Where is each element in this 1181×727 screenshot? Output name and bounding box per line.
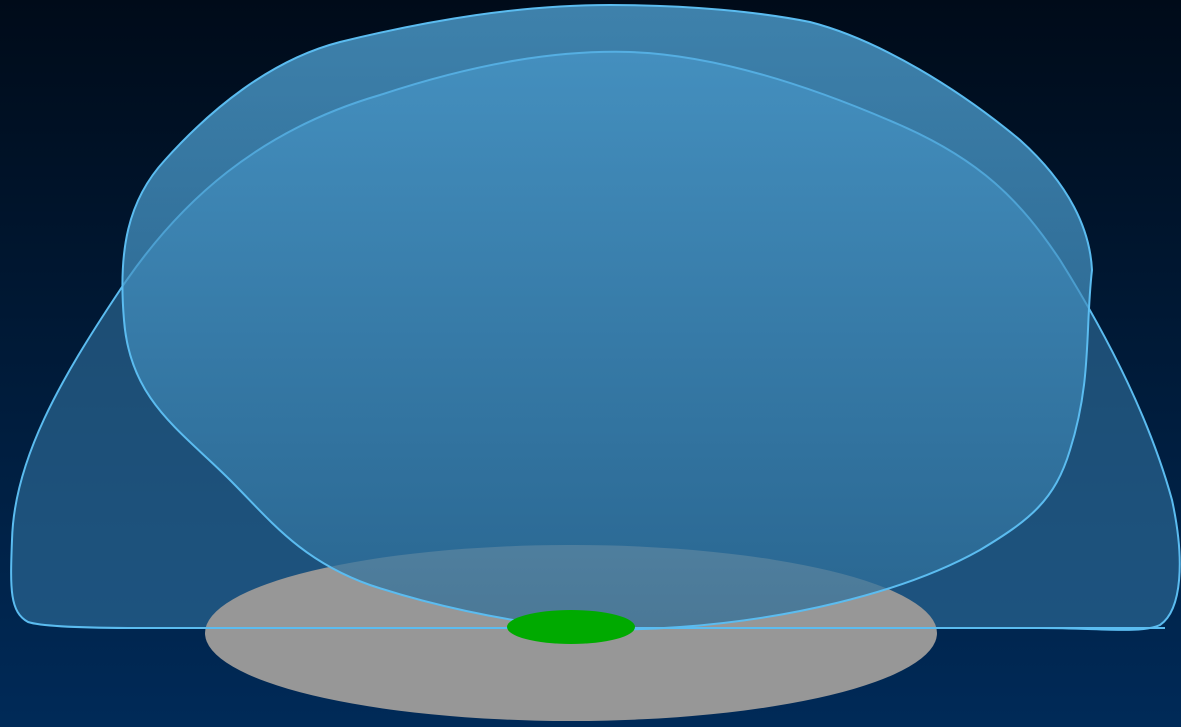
front-radiation-lobe	[121, 3, 1094, 631]
antenna-base	[507, 610, 635, 644]
